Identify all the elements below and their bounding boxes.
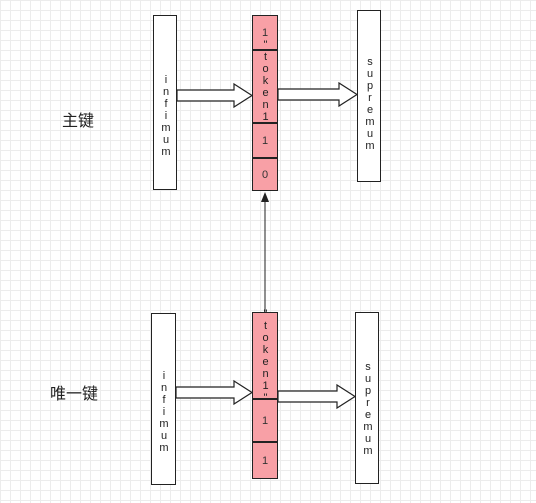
primary-cell-2-text: "token1"	[259, 38, 272, 135]
pointer-arrowhead-icon	[261, 192, 269, 202]
primary-supremum-text: supremum	[364, 56, 376, 152]
unique-infimum-text: infimum	[158, 370, 170, 454]
primary-cell-2: "token1"	[252, 39, 278, 135]
primary-infimum-next-arrow	[176, 82, 254, 109]
primary-cell-3: 1	[252, 123, 278, 158]
unique-supremum-text: supremum	[362, 361, 374, 457]
unique-cell-1: "token1"	[252, 308, 278, 404]
primary-key-label: 主键	[62, 111, 95, 130]
unique-cell-1-text: "token1"	[259, 307, 272, 404]
unique-key-label: 唯一键	[50, 384, 99, 403]
primary-infimum-record: infimum	[153, 15, 177, 190]
primary-infimum-text: infimum	[160, 74, 172, 158]
unique-cell-3: 1	[252, 442, 278, 479]
unique-infimum-record: infimum	[151, 313, 176, 485]
unique-supremum-record: supremum	[355, 312, 379, 484]
unique-cell-2: 1	[252, 399, 278, 442]
primary-supremum-record: supremum	[357, 10, 381, 182]
primary-cell-1: 1	[252, 15, 278, 50]
primary-cell-4: 0	[252, 158, 278, 191]
primary-record-next-arrow	[277, 81, 359, 108]
unique-infimum-next-arrow	[175, 379, 254, 406]
unique-record-next-arrow	[277, 383, 357, 410]
